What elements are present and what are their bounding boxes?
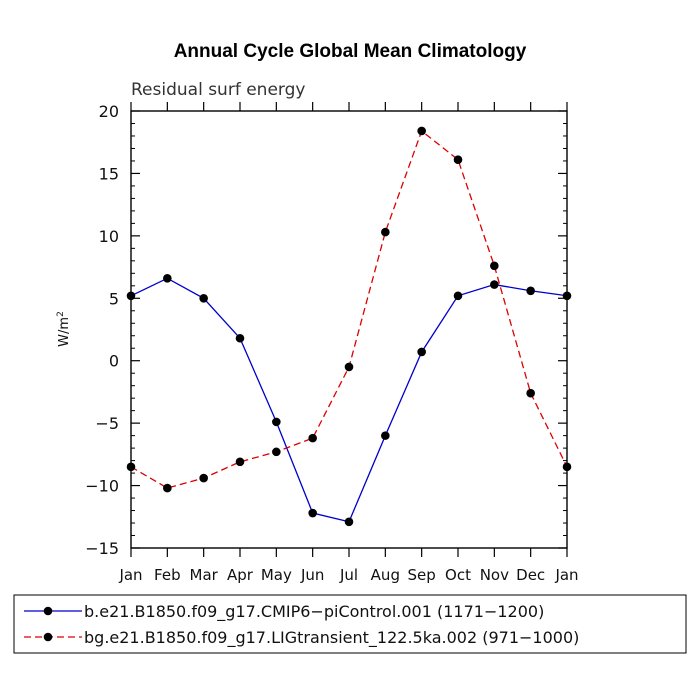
legend: b.e21.B1850.f09_g17.CMIP6−piControl.001 … [13, 594, 687, 654]
series-line-1 [130, 277, 568, 523]
series-1-point [126, 291, 136, 301]
series-2-point [381, 227, 390, 237]
plot-frame [130, 110, 568, 549]
series-2-point [308, 433, 317, 443]
series-1-point [163, 274, 172, 283]
x-tick-labels: Jan Feb Mar Apr May Jun Jul Aug Sep Oct Nov Dec Jan [118, 566, 578, 584]
series-1-point [381, 431, 390, 440]
legend-box [13, 594, 687, 654]
y-tick-label: −10 [85, 477, 119, 496]
chart-title: Annual Cycle Global Mean Climatology [174, 41, 527, 62]
y-tick-label: 10 [99, 227, 119, 246]
x-tick-label: May [261, 566, 292, 584]
series-1-point [308, 508, 317, 518]
series-1-point [417, 347, 426, 357]
legend-marker-2 [43, 632, 53, 642]
plot-area [126, 102, 572, 557]
series-1-point [526, 286, 535, 296]
series-1-point [344, 517, 354, 527]
y-tick-label: 0 [109, 352, 119, 371]
series-1-point [235, 333, 245, 343]
series-1-point [272, 417, 281, 427]
series-1-point [199, 293, 208, 303]
series-2-point [163, 483, 172, 493]
x-tick-label: Oct [445, 566, 471, 584]
y-tick-label: 5 [109, 289, 119, 308]
series-layer [126, 126, 572, 527]
series-2-point [235, 457, 245, 467]
series-line-2 [130, 129, 568, 489]
legend-label-2: bg.e21.B1850.f09_g17.LIGtransient_122.5k… [84, 628, 579, 648]
series-2-point [344, 362, 354, 372]
series-2-point [199, 473, 208, 483]
series-2-point [126, 462, 136, 472]
series-1-point [490, 280, 499, 289]
y-axis-label-exponent: 2 [56, 311, 66, 317]
y-axis-label-unit: W/m [57, 317, 72, 347]
x-tick-label: Jun [300, 566, 324, 584]
chart-subtitle: Residual surf energy [131, 80, 305, 100]
y-axis-label: W/m2 [56, 311, 72, 347]
x-tick-label: Sep [408, 566, 436, 584]
x-tick-label: Apr [227, 566, 254, 584]
series-1-point [453, 291, 463, 301]
x-tick-label: Mar [190, 566, 219, 584]
y-tick-label: −15 [85, 539, 119, 558]
x-tick-label: Feb [154, 566, 181, 584]
series-1-point [562, 291, 572, 301]
y-tick-label: −5 [95, 414, 119, 433]
x-tick-label: Nov [480, 566, 509, 584]
legend-marker-1 [43, 606, 53, 616]
series-2-point [453, 155, 463, 164]
x-tick-label: Aug [371, 566, 400, 584]
series-2-point [562, 462, 572, 472]
y-tick-label: 20 [99, 102, 119, 121]
series-2-point [272, 447, 281, 457]
x-tick-label: Dec [516, 566, 545, 584]
x-tick-label: Jul [339, 566, 358, 584]
axis-ticks [130, 102, 568, 557]
y-tick-label: 15 [99, 164, 119, 183]
series-2-point [526, 388, 535, 398]
series-2-point [490, 261, 499, 271]
legend-label-1: b.e21.B1850.f09_g17.CMIP6−piControl.001 … [84, 602, 544, 622]
x-tick-label: Jan [118, 566, 142, 584]
x-tick-label: Jan [554, 566, 578, 584]
series-2-point [417, 126, 426, 136]
y-tick-labels: −15 −10 −5 0 5 10 15 20 [85, 102, 119, 558]
